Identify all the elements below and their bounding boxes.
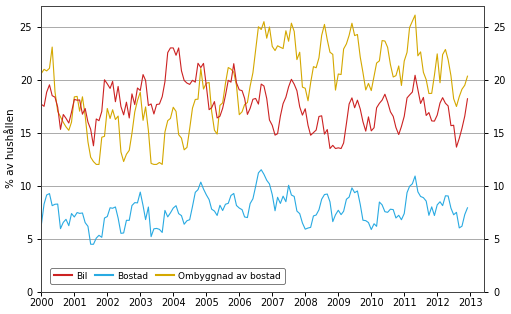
Line: Bil: Bil — [41, 48, 468, 149]
Legend: Bil, Bostad, Ombyggnad av bostad: Bil, Bostad, Ombyggnad av bostad — [50, 268, 285, 284]
Y-axis label: % av hushållen: % av hushållen — [6, 109, 15, 188]
Line: Bostad: Bostad — [41, 170, 468, 244]
Line: Ombyggnad av bostad: Ombyggnad av bostad — [41, 15, 468, 165]
